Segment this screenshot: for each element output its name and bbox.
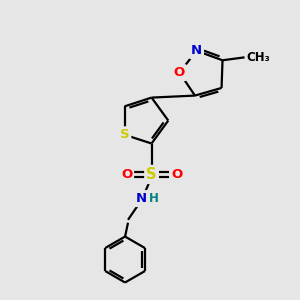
Text: O: O xyxy=(121,168,132,181)
Text: N: N xyxy=(191,44,202,57)
Text: S: S xyxy=(146,167,157,182)
Text: H: H xyxy=(149,192,159,205)
Text: O: O xyxy=(171,168,182,181)
Text: O: O xyxy=(174,66,185,79)
Text: N: N xyxy=(136,192,147,205)
Text: CH₃: CH₃ xyxy=(246,51,270,64)
Text: S: S xyxy=(120,128,129,141)
